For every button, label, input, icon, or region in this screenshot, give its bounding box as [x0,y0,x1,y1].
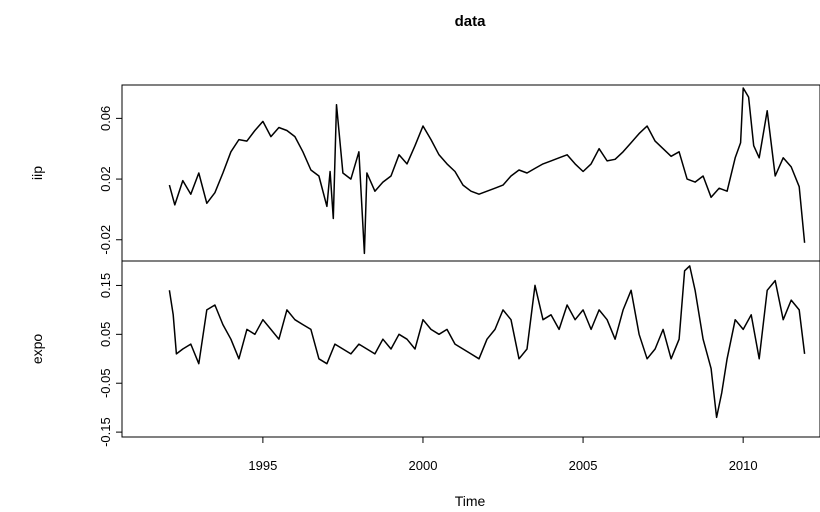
expo-y-tick-label: 0.15 [98,273,113,298]
iip-y-axis: -0.02 0.02 0.06 [98,106,122,255]
x-tick-label: 1995 [248,458,277,473]
iip-y-tick-label: -0.02 [98,225,113,255]
panel-iip-frame [121,84,820,262]
panel-expo-frame [121,260,820,438]
iip-series-line [168,87,806,255]
iip-y-tick-label: 0.06 [98,106,113,131]
expo-y-axis: -0.15 -0.05 0.05 0.15 [98,273,122,447]
panel-expo: expo -0.15 -0.05 0.05 0.15 [29,260,820,447]
x-tick-label: 2010 [729,458,758,473]
x-tick-label: 2005 [569,458,598,473]
x-axis-label: Time [455,493,486,509]
x-axis: 1995 2000 2005 2010 [248,437,758,473]
iip-y-tick-label: 0.02 [98,166,113,191]
expo-axis-label: expo [29,334,45,365]
x-tick-label: 2000 [409,458,438,473]
panel-iip: iip -0.02 0.02 0.06 [29,84,820,262]
expo-series-line [168,265,806,419]
expo-y-tick-label: -0.05 [98,368,113,398]
iip-axis-label: iip [29,166,45,180]
expo-y-tick-label: 0.05 [98,322,113,347]
chart-title: data [455,13,487,30]
expo-y-tick-label: -0.15 [98,417,113,447]
